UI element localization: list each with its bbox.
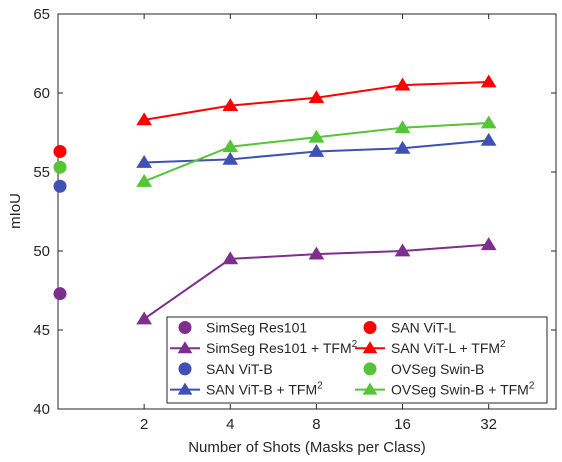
- data-point: [136, 155, 153, 168]
- legend-label-text: OVSeg Swin-B: [391, 361, 484, 377]
- x-axis: 2 4 8 16 32: [140, 14, 497, 433]
- y-tick-label: 40: [33, 401, 50, 418]
- legend-label-text: SAN ViT-B: [206, 361, 273, 377]
- x-tick-label: 4: [226, 416, 234, 433]
- legend-label-text: SimSeg Res101: [206, 320, 307, 336]
- x-tick-label: 8: [312, 416, 320, 433]
- legend-marker: [177, 382, 193, 395]
- data-point: [136, 112, 153, 126]
- legend: SimSeg Res101 SAN ViT-L SimSeg Res101 + TF…: [166, 316, 548, 404]
- data-point: [480, 115, 497, 129]
- baseline-point: [53, 144, 67, 158]
- x-tick-label: 16: [394, 416, 411, 433]
- data-point: [308, 246, 325, 260]
- data-point: [480, 237, 497, 251]
- legend-marker: [363, 321, 377, 334]
- data-point: [394, 140, 411, 154]
- data-point: [222, 139, 239, 153]
- legend-label-superscript: 2: [500, 339, 506, 350]
- x-tick-label: 32: [480, 416, 497, 433]
- legend-label-text: OVSeg Swin-B + TFM: [391, 382, 529, 398]
- data-point: [222, 151, 239, 165]
- legend-marker: [177, 341, 193, 354]
- legend-item: SimSeg Res101 + TFM2: [170, 339, 358, 356]
- legend-label-superscript: 2: [352, 339, 358, 350]
- data-point: [222, 98, 239, 112]
- data-point: [480, 132, 497, 146]
- legend-marker: [362, 341, 378, 354]
- y-tick-label: 55: [33, 164, 50, 181]
- data-point: [136, 311, 153, 325]
- legend-label: SAN ViT-L + TFM2: [391, 339, 506, 356]
- data-point: [480, 74, 497, 88]
- y-tick-label: 50: [33, 243, 50, 260]
- y-tick-label: 65: [33, 6, 50, 23]
- legend-label: SimSeg Res101: [206, 320, 307, 336]
- legend-item: SAN ViT-L: [363, 320, 456, 336]
- legend-item: OVSeg Swin-B: [363, 361, 484, 377]
- baseline-point: [53, 287, 67, 301]
- legend-item: SimSeg Res101: [178, 320, 307, 336]
- legend-label-superscript: 2: [317, 381, 323, 392]
- legend-label: SAN ViT-B: [206, 361, 273, 377]
- legend-label-text: SAN ViT-L: [391, 320, 456, 336]
- baseline-point: [53, 179, 67, 193]
- legend-marker: [362, 382, 378, 395]
- legend-marker: [178, 362, 192, 376]
- series-markers: [53, 74, 497, 325]
- legend-label: SimSeg Res101 + TFM2: [206, 339, 358, 356]
- legend-label-text: SAN ViT-L + TFM: [391, 340, 500, 356]
- data-point: [308, 143, 325, 157]
- legend-marker: [363, 362, 377, 376]
- data-point: [308, 129, 325, 143]
- data-point: [136, 173, 153, 187]
- data-point: [308, 90, 325, 104]
- legend-label-text: SAN ViT-B + TFM: [206, 382, 317, 398]
- data-point: [394, 243, 411, 257]
- legend-marker: [178, 321, 192, 334]
- y-tick-label: 60: [33, 85, 50, 102]
- y-axis-label: mIoU: [7, 193, 24, 229]
- baseline-point: [53, 160, 67, 174]
- legend-label-superscript: 2: [529, 381, 535, 392]
- x-axis-label: Number of Shots (Masks per Class): [188, 439, 426, 456]
- data-point: [394, 120, 411, 134]
- legend-label: SAN ViT-L: [391, 320, 456, 336]
- y-axis: 40 45 50 55 60 65: [33, 6, 556, 418]
- data-point: [222, 251, 239, 265]
- legend-label-text: SimSeg Res101 + TFM: [206, 340, 352, 356]
- legend-item: SAN ViT-B: [178, 361, 273, 377]
- legend-item: OVSeg Swin-B + TFM2: [355, 381, 535, 398]
- legend-label: OVSeg Swin-B + TFM2: [391, 381, 535, 398]
- legend-item: SAN ViT-B + TFM2: [170, 381, 323, 398]
- legend-label: OVSeg Swin-B: [391, 361, 484, 377]
- data-point: [394, 77, 411, 91]
- legend-label: SAN ViT-B + TFM2: [206, 381, 323, 398]
- legend-item: SAN ViT-L + TFM2: [355, 339, 506, 356]
- x-tick-label: 2: [140, 416, 148, 433]
- y-tick-label: 45: [33, 322, 50, 339]
